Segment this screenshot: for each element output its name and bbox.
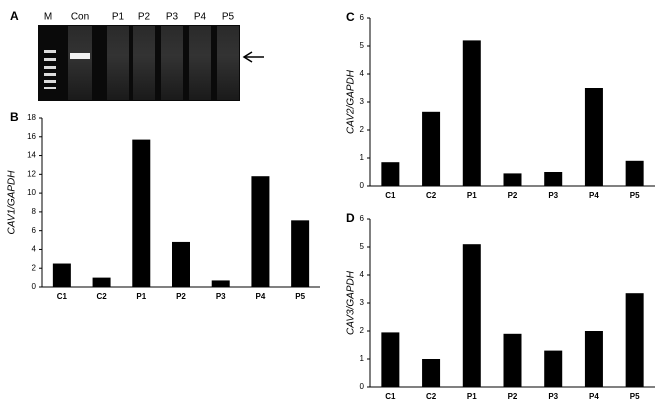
panel-label: C	[346, 10, 355, 24]
y-axis-label: CAV1/GAPDH	[7, 170, 18, 235]
y-tick-label: 1	[360, 354, 365, 363]
bar	[52, 263, 71, 287]
lane-label: P2	[138, 12, 151, 23]
bar	[251, 176, 270, 287]
bar	[132, 139, 151, 287]
lane-label: P4	[194, 12, 207, 23]
lane-label: P5	[222, 12, 235, 23]
bar	[462, 40, 481, 187]
lane-label: M	[44, 12, 52, 23]
x-tick-label: P2	[508, 191, 518, 200]
x-tick-label: P5	[630, 191, 640, 200]
y-tick-label: 10	[27, 188, 36, 197]
bar	[381, 332, 400, 387]
x-tick-label: P4	[589, 191, 599, 200]
x-tick-label: P3	[548, 191, 558, 200]
x-tick-label: P3	[216, 292, 226, 301]
x-tick-label: P4	[589, 392, 599, 401]
x-tick-label: C1	[385, 191, 396, 200]
y-tick-label: 6	[360, 214, 365, 223]
y-tick-label: 0	[32, 282, 37, 291]
bar	[625, 293, 644, 387]
y-tick-label: 8	[32, 207, 37, 216]
y-tick-label: 16	[27, 132, 36, 141]
x-tick-label: P2	[508, 392, 518, 401]
x-tick-label: C2	[426, 191, 437, 200]
arrow	[242, 51, 264, 63]
x-tick-label: C2	[96, 292, 107, 301]
y-tick-label: 5	[360, 41, 365, 50]
y-tick-label: 6	[32, 226, 37, 235]
y-tick-label: 4	[32, 245, 37, 254]
gel-band	[70, 53, 90, 59]
lane-label: Con	[71, 12, 89, 23]
y-tick-label: 2	[360, 326, 365, 335]
lane-label: P3	[166, 12, 179, 23]
bar	[544, 350, 563, 387]
x-tick-label: P5	[630, 392, 640, 401]
y-tick-label: 14	[27, 151, 36, 160]
bar	[172, 241, 190, 287]
y-tick-label: 3	[360, 298, 365, 307]
y-tick-label: 18	[27, 113, 36, 122]
x-tick-label: C1	[385, 392, 396, 401]
y-tick-label: 3	[360, 97, 365, 106]
y-tick-label: 12	[27, 169, 36, 178]
x-tick-label: P1	[467, 191, 477, 200]
y-tick-label: 4	[360, 69, 365, 78]
x-tick-label: C2	[426, 392, 437, 401]
bar	[584, 331, 603, 387]
lane-label: P1	[112, 12, 125, 23]
x-tick-label: P1	[136, 292, 146, 301]
y-tick-label: 0	[360, 181, 365, 190]
x-tick-label: P2	[176, 292, 186, 301]
gel-smears	[68, 26, 239, 100]
bar	[291, 220, 310, 287]
bar	[503, 173, 522, 186]
y-tick-label: 5	[360, 242, 365, 251]
y-tick-label: 0	[360, 382, 365, 391]
x-tick-label: C1	[57, 292, 68, 301]
y-tick-label: 2	[360, 125, 365, 134]
x-tick-label: P5	[295, 292, 305, 301]
bar	[381, 162, 400, 186]
panel-label: D	[346, 211, 355, 225]
y-axis-label: CAV2/GAPDH	[346, 69, 357, 134]
bar	[584, 88, 603, 186]
bar	[422, 111, 441, 186]
bar	[544, 172, 563, 186]
gel-panel: A M Con P1 P2 P3 P4 P5	[10, 9, 264, 101]
y-tick-label: 1	[360, 153, 365, 162]
bar	[211, 280, 230, 287]
x-tick-label: P1	[467, 392, 477, 401]
y-tick-label: 6	[360, 13, 365, 22]
y-tick-label: 4	[360, 270, 365, 279]
bar	[462, 244, 481, 387]
y-tick-label: 2	[32, 263, 37, 272]
x-tick-label: P4	[256, 292, 266, 301]
bar	[503, 333, 522, 387]
panel-label: A	[10, 9, 19, 23]
bar	[625, 160, 644, 186]
ladder-bands	[44, 50, 56, 89]
bar	[92, 277, 111, 287]
panel-label: B	[10, 110, 19, 124]
bar	[422, 359, 441, 387]
y-axis-label: CAV3/GAPDH	[346, 270, 357, 335]
x-tick-label: P3	[548, 392, 558, 401]
